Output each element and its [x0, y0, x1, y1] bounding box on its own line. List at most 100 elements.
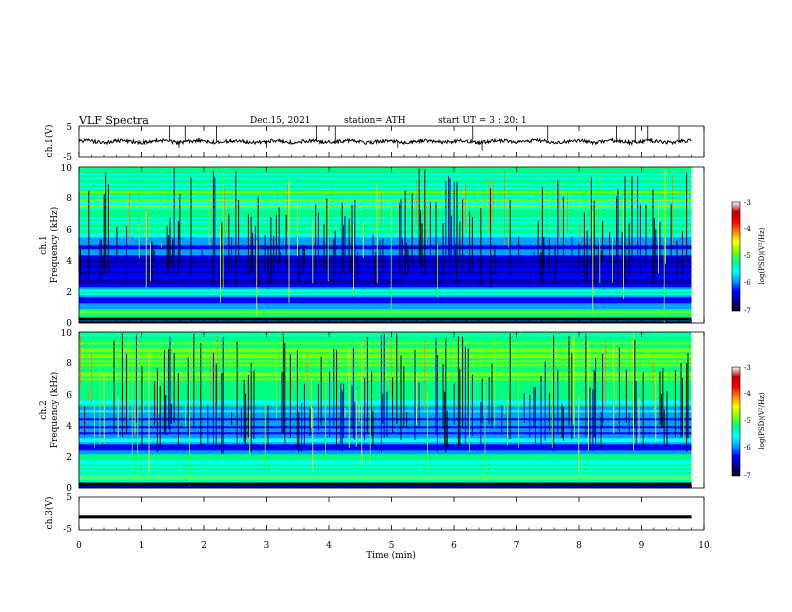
ch2-band	[79, 390, 692, 393]
ch2-band	[79, 474, 692, 477]
ch1-ytick-bottom: -5	[63, 153, 72, 163]
x-tick-label: 6	[451, 541, 457, 551]
ch1-band	[79, 221, 692, 224]
ch2-band	[79, 348, 692, 351]
ch2-band	[79, 358, 692, 361]
ch2-band	[79, 444, 692, 447]
ch2-spectrogram-streaks	[78, 333, 692, 487]
ch1-band	[79, 225, 692, 228]
ch2-band	[79, 432, 692, 435]
ch1-low-band	[79, 317, 692, 321]
x-tick-label: 8	[576, 541, 582, 551]
ch1-band	[79, 301, 692, 304]
ch2-band	[79, 454, 692, 457]
ch2-band	[79, 424, 692, 427]
x-axis-tick-labels: 0 1 2 3 4 5 6 7 8 9 10	[76, 541, 710, 551]
ch2-band	[79, 450, 692, 453]
ch1-band	[79, 257, 692, 260]
ch2-ytick-2: 2	[66, 453, 72, 463]
ch2-band	[79, 388, 692, 391]
ch1-cb-tick-m7: -7	[744, 307, 751, 315]
ch1-band	[79, 315, 692, 318]
ch2-band	[79, 332, 692, 335]
ch1-band	[79, 283, 692, 286]
ch2-band	[79, 478, 692, 481]
ch1-band	[79, 229, 692, 232]
ch1-waveform-ylabel: ch.1(V)	[44, 125, 55, 158]
ch1-ytick-6: 6	[66, 226, 72, 236]
ch1-band	[79, 215, 692, 218]
ch2-spectrogram-bands	[79, 332, 692, 489]
ch2-low-band	[79, 482, 692, 486]
ch2-band	[79, 392, 692, 395]
ch2-band	[79, 406, 692, 409]
ch1-band	[79, 249, 692, 252]
x-tick-label: 9	[639, 541, 645, 551]
ch1-cb-tick-m6: -6	[744, 279, 751, 287]
date-label: Dec.15, 2021	[250, 116, 311, 126]
ch2-band	[79, 356, 692, 359]
ch1-band	[79, 185, 692, 188]
x-tick-label: 1	[139, 541, 145, 551]
ch2-spectrogram-panel: 0 2 4 6 8 10 ch.2 Frequency (kHz)	[39, 329, 705, 494]
ch1-band	[79, 231, 692, 234]
ch1-band	[79, 227, 692, 230]
ch2-band	[79, 460, 692, 463]
ch1-band	[79, 235, 692, 238]
ch2-band	[79, 380, 692, 383]
ch1-band	[79, 189, 692, 192]
ch2-band	[79, 364, 692, 367]
ch1-band	[79, 201, 692, 204]
ch1-band	[79, 269, 692, 272]
ch1-band	[79, 287, 692, 290]
ch2-band	[79, 408, 692, 411]
ch2-band	[79, 368, 692, 371]
ch1-band	[79, 277, 692, 280]
ch2-band	[79, 344, 692, 347]
ch1-band	[79, 313, 692, 316]
ch2-band	[79, 462, 692, 465]
ch3-ytick-bottom: -5	[63, 525, 72, 535]
ch1-ytick-top: 5	[66, 123, 72, 133]
ch1-spectrogram-yticks: 0 2 4 6 8 10	[61, 164, 73, 329]
ch1-band	[79, 199, 692, 202]
ch1-band	[79, 321, 692, 324]
ch1-band	[79, 309, 692, 312]
ch1-band	[79, 205, 692, 208]
x-tick-label: 0	[76, 541, 82, 551]
ch1-band	[79, 255, 692, 258]
ch1-band	[79, 267, 692, 270]
ch1-cb-tick-m3: -3	[744, 199, 751, 207]
ch1-band	[79, 281, 692, 284]
ch2-band	[79, 446, 692, 449]
ch2-band	[79, 438, 692, 441]
ch1-cb-tick-m4: -4	[744, 225, 751, 233]
ch1-spectrogram-ylabel-channel: ch.1	[39, 235, 49, 254]
ch1-ytick-10: 10	[61, 164, 73, 174]
ch2-band	[79, 360, 692, 363]
ch1-band	[79, 285, 692, 288]
ch2-cb-tick-m7: -7	[744, 472, 751, 480]
ch1-band	[79, 177, 692, 180]
ch1-band	[79, 253, 692, 256]
ch2-band	[79, 354, 692, 357]
ch2-band	[79, 452, 692, 455]
ch1-band	[79, 179, 692, 182]
ch2-band	[79, 468, 692, 471]
ch2-spectrogram-ylabel-channel: ch.2	[39, 400, 49, 419]
ch2-band	[79, 466, 692, 469]
ch2-band	[79, 340, 692, 343]
ch1-band	[79, 279, 692, 282]
ch1-band	[79, 259, 692, 262]
ch1-band	[79, 299, 692, 302]
ch2-band	[79, 416, 692, 419]
ch2-band	[79, 414, 692, 417]
x-tick-label: 2	[201, 541, 207, 551]
ch1-band	[79, 191, 692, 194]
ch2-band	[79, 346, 692, 349]
ch2-band	[79, 476, 692, 479]
ch2-spectrogram-ylabel-frequency: Frequency (kHz)	[49, 372, 60, 449]
ch1-band	[79, 169, 692, 172]
ch2-band	[79, 412, 692, 415]
